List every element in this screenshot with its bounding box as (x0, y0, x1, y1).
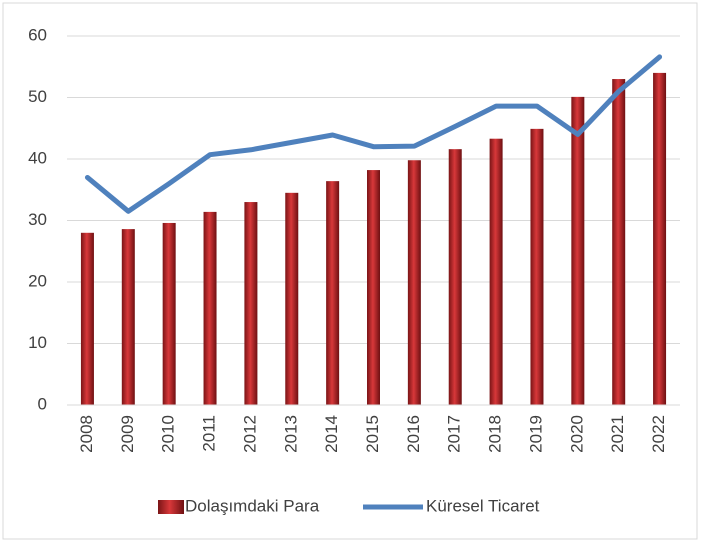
x-tick-label: 2013 (281, 415, 300, 453)
x-tick-label: 2008 (77, 415, 96, 453)
x-tick-label: 2017 (445, 415, 464, 453)
x-tick-label: 2018 (486, 415, 505, 453)
x-tick-label: 2020 (567, 415, 586, 453)
y-tick-label: 60 (28, 25, 47, 44)
bar (530, 128, 544, 406)
line (84, 54, 663, 214)
x-tick-label: 2014 (322, 415, 341, 453)
chart-border (2, 2, 698, 540)
y-tick-label: 40 (28, 148, 47, 167)
y-tick-label: 20 (28, 271, 47, 290)
x-tick-label: 2012 (240, 415, 259, 453)
y-tick-label: 0 (38, 394, 47, 413)
bar (571, 96, 585, 405)
legend-label: Küresel Ticaret (426, 496, 540, 515)
x-tick-label: 2011 (200, 415, 219, 452)
y-tick-label: 30 (28, 210, 47, 229)
bar (162, 222, 176, 405)
bar (121, 229, 135, 405)
x-tick-label: 2016 (404, 415, 423, 453)
legend-swatch (158, 500, 184, 514)
bar (489, 138, 503, 405)
bar (203, 211, 217, 405)
x-tick-label: 2015 (363, 415, 382, 453)
bar (80, 232, 94, 405)
x-tick-label: 2009 (118, 415, 137, 453)
bar (367, 170, 380, 405)
y-tick-label: 10 (28, 333, 47, 352)
bar (612, 79, 626, 406)
x-tick-label: 2019 (526, 415, 545, 453)
x-tick-label: 2010 (159, 415, 178, 453)
x-tick-label: 2021 (608, 415, 627, 453)
bar (285, 192, 299, 405)
y-tick-label: 50 (28, 87, 47, 106)
x-tick-label: 2022 (649, 415, 668, 453)
legend-label: Dolaşımdaki Para (185, 496, 320, 515)
bar (407, 160, 421, 405)
bar (326, 181, 340, 405)
bar (244, 202, 258, 405)
bar (653, 72, 667, 406)
bar (448, 149, 462, 405)
